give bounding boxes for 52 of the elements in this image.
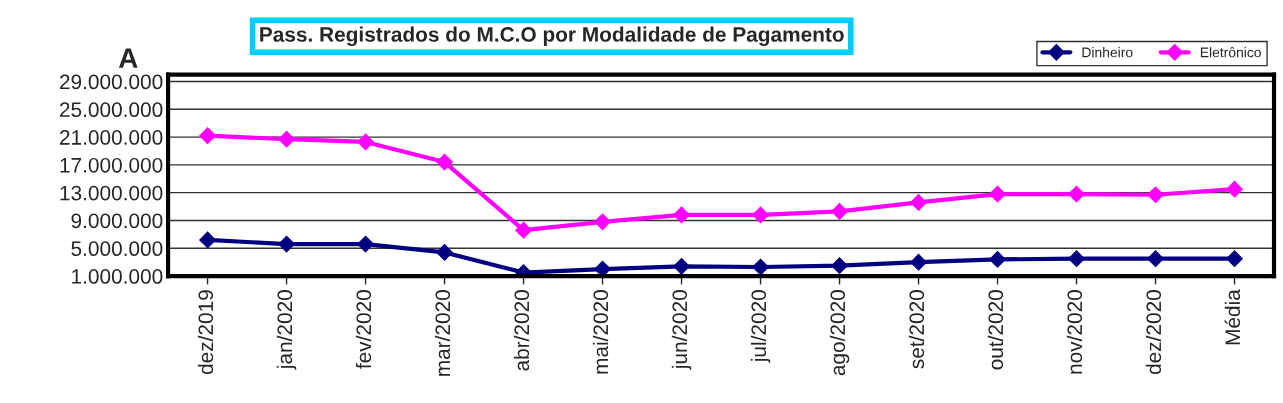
- point: [752, 258, 769, 276]
- legend-label: Dinheiro: [1082, 47, 1133, 58]
- point: [1068, 250, 1085, 268]
- x-tick-label: Média: [1224, 289, 1241, 345]
- x-tick-label: fev/2020: [355, 290, 372, 369]
- point: [1147, 250, 1164, 268]
- point: [831, 257, 848, 275]
- point: [752, 206, 769, 224]
- x-tick-label: dez/2020: [1145, 290, 1162, 375]
- chart-title: Pass. Registrados do M.C.O por Modalidade de Pagamento: [260, 26, 844, 47]
- y-tick-label: 13.000.000: [60, 185, 163, 201]
- point: [989, 251, 1006, 268]
- legend-label: Eletrônico: [1200, 47, 1261, 58]
- text: A: [118, 48, 138, 68]
- point: [199, 127, 216, 145]
- point: [673, 206, 690, 224]
- x-tick-label: jul/2020: [750, 290, 771, 363]
- x-tick-label: out/2020: [987, 290, 1004, 370]
- point: [278, 130, 295, 148]
- point: [594, 213, 611, 231]
- y-tick-label: 1.000.000: [72, 269, 163, 284]
- point: [1226, 180, 1243, 198]
- y-tick-label: 17.000.000: [60, 157, 163, 173]
- point: [357, 133, 374, 151]
- point: [1068, 185, 1085, 203]
- x-tick-label: mar/2020: [434, 290, 451, 376]
- point: [199, 231, 216, 249]
- point: [1147, 186, 1164, 204]
- y-tick-label: 29.000.000: [60, 74, 163, 90]
- y-tick-label: 21.000.000: [60, 130, 163, 145]
- y-tick-label: 5.000.000: [71, 241, 163, 257]
- x-tick-label: abr/2020: [513, 290, 530, 371]
- point: [673, 257, 690, 275]
- x-tick-label: nov/2020: [1066, 290, 1083, 374]
- point: [989, 185, 1006, 203]
- x-tick-label: dez/2019: [197, 290, 214, 375]
- point: [1226, 250, 1243, 268]
- point: [436, 153, 453, 171]
- x-tick-label: ago/2020: [829, 290, 850, 376]
- x-tick-label: set/2020: [908, 290, 925, 369]
- point: [831, 203, 848, 220]
- point: [357, 235, 374, 253]
- point: [910, 253, 927, 271]
- point: [436, 244, 453, 261]
- y-tick-label: 25.000.000: [60, 102, 163, 118]
- x-tick-label: mai/2020: [592, 290, 609, 374]
- x-tick-label: jan/2020: [276, 290, 297, 370]
- point: [910, 194, 927, 211]
- point: [278, 235, 295, 253]
- y-tick-label: 9.000.000: [71, 213, 163, 229]
- point: [515, 221, 532, 239]
- x-tick-label: jun/2020: [671, 290, 692, 370]
